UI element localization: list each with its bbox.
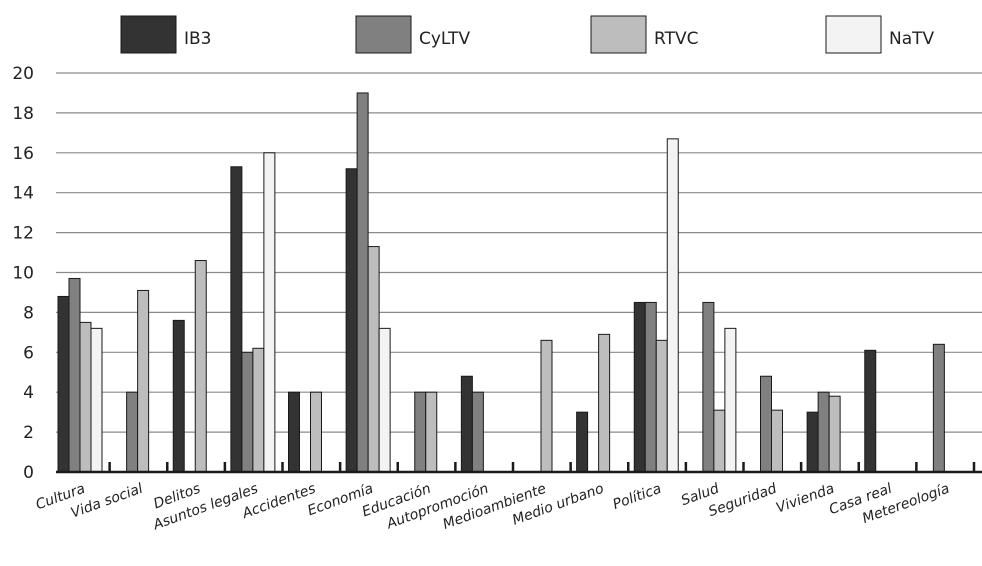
bar-ib3-5 <box>345 168 358 473</box>
bar-cyltv-7 <box>471 391 484 473</box>
bar-ib3-7 <box>460 375 473 473</box>
bar-rtvc-13 <box>828 395 841 473</box>
y-tick-label: 18 <box>12 104 34 124</box>
legend-label-rtvc: RTVC <box>654 29 698 49</box>
legend: IB3 CyLTV RTVC NaTV <box>120 15 935 54</box>
bar-ib3-0 <box>57 295 70 473</box>
bar-natv-10 <box>666 138 679 473</box>
y-tick-label: 14 <box>12 184 34 204</box>
bar-rtvc-8 <box>540 339 553 473</box>
bar-ib3-2 <box>172 319 185 473</box>
legend-label-ib3: IB3 <box>184 29 212 49</box>
y-tick-label: 2 <box>23 423 34 443</box>
legend-swatch-ib3 <box>120 15 177 54</box>
bar-cyltv-15 <box>932 343 945 473</box>
x-tick-label: Vivienda <box>774 481 836 517</box>
bar-rtvc-0 <box>79 321 92 473</box>
bar-cyltv-6 <box>414 391 427 473</box>
x-tick-label: Política <box>611 481 664 513</box>
bar-natv-11 <box>724 327 737 473</box>
bar-cyltv-12 <box>760 375 772 473</box>
y-tick-label: 8 <box>23 303 34 323</box>
bar-rtvc-5 <box>367 246 380 473</box>
legend-swatch-rtvc <box>590 15 647 54</box>
y-tick-label: 6 <box>23 343 34 363</box>
bar-cyltv-0 <box>68 277 81 473</box>
bars <box>57 92 945 473</box>
bar-rtvc-12 <box>771 409 783 473</box>
y-tick-label: 12 <box>12 224 34 244</box>
x-axis <box>56 462 982 474</box>
legend-label-natv: NaTV <box>889 29 935 49</box>
bar-rtvc-1 <box>137 289 150 473</box>
y-tick-label: 16 <box>12 144 34 164</box>
y-tick-label: 4 <box>23 383 34 403</box>
bar-rtvc-2 <box>194 260 207 473</box>
y-axis-ticks: 0 2 4 6 8 10 12 14 16 18 20 <box>12 64 34 483</box>
y-tick-label: 0 <box>23 463 34 483</box>
bar-ib3-13 <box>806 411 819 473</box>
bar-rtvc-3 <box>252 347 265 473</box>
bar-natv-5 <box>378 327 391 473</box>
y-tick-label: 20 <box>12 64 34 84</box>
bar-rtvc-9 <box>598 333 611 473</box>
bar-cyltv-11 <box>702 301 715 473</box>
bar-ib3-14 <box>864 349 877 473</box>
bar-ib3-4 <box>288 391 300 473</box>
bar-rtvc-6 <box>425 391 438 473</box>
bar-ib3-3 <box>230 166 243 473</box>
bar-cyltv-5 <box>356 92 369 473</box>
bar-rtvc-11 <box>713 409 726 473</box>
bar-rtvc-10 <box>655 339 668 473</box>
bar-cyltv-1 <box>126 391 139 473</box>
bar-natv-0 <box>90 327 103 473</box>
legend-swatch-natv <box>825 15 882 54</box>
bar-rtvc-4 <box>310 391 322 473</box>
bar-ib3-10 <box>633 301 646 473</box>
bar-cyltv-10 <box>644 301 657 473</box>
legend-swatch-cyltv <box>355 15 412 54</box>
bar-cyltv-13 <box>817 391 830 473</box>
bar-ib3-9 <box>576 411 589 473</box>
bar-natv-3 <box>263 152 276 473</box>
bar-cyltv-3 <box>241 351 254 473</box>
grid-lines <box>56 72 982 433</box>
y-tick-label: 10 <box>12 264 34 284</box>
legend-label-cyltv: CyLTV <box>419 29 470 49</box>
